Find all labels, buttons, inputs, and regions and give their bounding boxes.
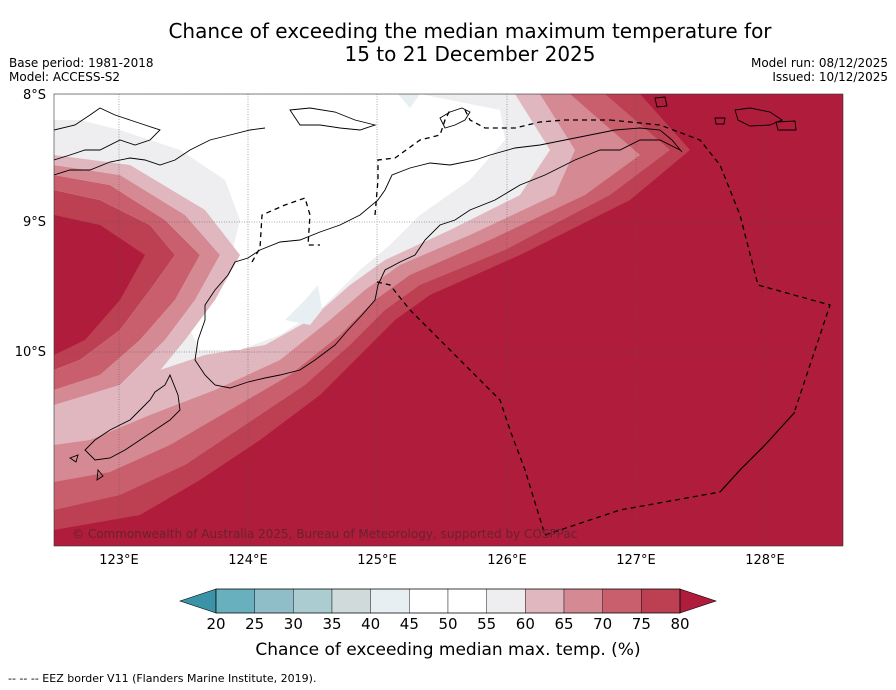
eez-north: [464, 109, 610, 129]
colorbar-cell: [293, 588, 333, 614]
lon-label-126e: 126°E: [487, 553, 527, 568]
meta-right: Model run: 08/12/2025 Issued: 10/12/2025: [751, 56, 888, 84]
eez-inland-1: [374, 109, 451, 216]
colorbar-low-arrow: [179, 588, 217, 614]
contour-west-75: [54, 175, 200, 390]
coastline-small-island: [96, 468, 104, 481]
colorbar-frame: [215, 588, 681, 614]
footer-note: -- -- -- EEZ border V11 (Flanders Marine…: [8, 672, 317, 685]
lon-label-124e: 124°E: [228, 553, 268, 568]
colorbar-tick-label: 70: [593, 615, 613, 633]
chart-title: Chance of exceeding the median maximum t…: [120, 20, 820, 66]
coastline-timor: [194, 127, 683, 389]
title-line-1: Chance of exceeding the median maximum t…: [168, 19, 772, 43]
colorbar-cell: [254, 588, 294, 614]
contour-west-80-core: [54, 215, 145, 355]
coastline-north-3: [289, 107, 377, 131]
lat-label-8s: 8°S: [22, 88, 46, 103]
coastline-north-4: [439, 107, 471, 129]
coastline-southwest: [84, 373, 181, 461]
colorbar-tick-label: 45: [399, 615, 419, 633]
copyright-text: © Commonwealth of Australia 2025, Bureau…: [72, 527, 577, 541]
map-frame: [53, 93, 844, 547]
eez-solid-east: [719, 411, 796, 493]
lon-label-127e: 127°E: [616, 553, 656, 568]
coastline-north-1: [54, 107, 161, 161]
lon-label-128e: 128°E: [745, 553, 785, 568]
eez-northeast: [609, 119, 831, 411]
coastline-northeast-2: [775, 120, 797, 131]
model-run: Model run: 08/12/2025: [750, 56, 888, 70]
contour-west-70: [54, 165, 220, 405]
title-line-2: 15 to 21 December 2025: [344, 42, 596, 66]
colorbar-cells: [215, 588, 681, 614]
colorbar-label: Chance of exceeding median max. temp. (%…: [255, 640, 641, 660]
coastlines: [54, 96, 797, 481]
colorbar-tick-label: 65: [554, 615, 574, 633]
colorbar-tick-label: 30: [283, 615, 303, 633]
colorbar-cell: [215, 588, 255, 614]
coastline-north-2: [54, 127, 266, 176]
colorbar-tick-label: 80: [670, 615, 690, 633]
colorbar-high-arrow: [679, 588, 717, 614]
base-period: Base period: 1981-2018: [9, 56, 154, 70]
lon-label-125e: 125°E: [357, 553, 397, 568]
colorbar-cell: [486, 588, 526, 614]
colorbar-tick-label: 40: [361, 615, 381, 633]
coastline-northeast-3: [654, 96, 668, 108]
lat-label-10s: 10°S: [14, 345, 46, 360]
contour-40-45: [285, 285, 322, 325]
colorbar-cell: [563, 588, 603, 614]
colorbar-tick-label: 55: [477, 615, 497, 633]
colorbar-cell: [331, 588, 371, 614]
colorbar-tick-label: 20: [206, 615, 226, 633]
colorbar-tick-label: 50: [438, 615, 458, 633]
contour-west-65: [54, 155, 240, 420]
colorbar-tick-label: 25: [245, 615, 265, 633]
colorbar-cell: [447, 588, 487, 614]
colorbar-cell: [409, 588, 449, 614]
meta-left: Base period: 1981-2018 Model: ACCESS-S2: [9, 56, 154, 84]
lat-label-9s: 9°S: [22, 215, 46, 230]
map-area: © Commonwealth of Australia 2025, Bureau…: [54, 94, 843, 546]
colorbar-cell: [370, 588, 410, 614]
coastline-northeast-4: [714, 117, 726, 125]
eez-inland-2: [251, 197, 320, 263]
coastline-small-island-2: [69, 454, 79, 463]
colorbar-tick-label: 35: [322, 615, 342, 633]
colorbar-tick-label: 75: [631, 615, 651, 633]
issued-date: Issued: 10/12/2025: [772, 70, 888, 84]
contour-40-45-top: [398, 94, 420, 108]
eez-timor-leste: [376, 281, 546, 536]
graticule: [54, 94, 843, 546]
model-name: Model: ACCESS-S2: [9, 70, 121, 84]
colorbar-cell: [525, 588, 565, 614]
colorbar: [179, 588, 717, 614]
lon-label-123e: 123°E: [99, 553, 139, 568]
colorbar-cell: [641, 588, 681, 614]
colorbar-cell: [602, 588, 642, 614]
eez-east: [544, 491, 721, 536]
eez-borders: [251, 109, 831, 536]
colorbar-tick-label: 60: [515, 615, 535, 633]
